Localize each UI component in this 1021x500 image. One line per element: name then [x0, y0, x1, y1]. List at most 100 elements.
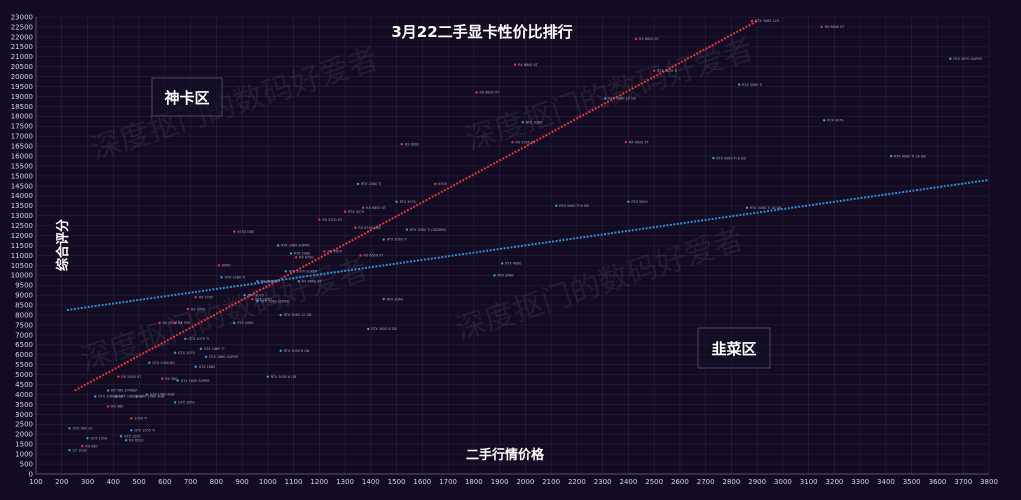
data-point	[475, 91, 478, 94]
x-axis-title: 二手行情价格	[466, 447, 545, 463]
x-tick-label: 3400	[877, 478, 895, 486]
chart-title: 3月22二手显卡性价比排行	[391, 23, 572, 41]
y-tick-label: 23000	[11, 13, 33, 21]
x-tick-label: 3000	[774, 478, 792, 486]
point-label: RTX 3090	[631, 200, 647, 204]
point-label: RTX 3060 12 GB	[284, 313, 312, 317]
x-tick-label: 3100	[800, 478, 818, 486]
data-point	[434, 182, 437, 186]
y-tick-label: 21500	[11, 43, 33, 51]
zone-god: 神卡区	[151, 77, 223, 117]
y-tick-label: 10000	[11, 272, 33, 280]
y-tick-label: 22500	[11, 23, 33, 31]
data-point	[266, 375, 270, 378]
y-tick-label: 19500	[11, 83, 33, 91]
point-label: RX 580	[165, 377, 177, 381]
x-tick-label: 400	[107, 478, 120, 486]
y-tick-label: 11500	[11, 242, 33, 250]
y-tick-label: 11000	[11, 252, 33, 260]
point-label: RX 6600	[405, 142, 419, 146]
x-tick-label: 1700	[439, 478, 457, 486]
data-point	[367, 327, 370, 331]
y-tick-label: 3000	[15, 411, 33, 419]
x-tick-label: 1900	[491, 478, 509, 486]
point-label: RX 6600 XT	[261, 279, 282, 283]
point-label: GTX 1050	[124, 434, 141, 438]
data-point	[220, 276, 223, 279]
data-point	[199, 347, 203, 351]
data-point	[68, 427, 71, 430]
y-tick-label: 3500	[15, 401, 33, 409]
point-label: RX 5700	[191, 307, 205, 311]
point-label: RTX 3060	[387, 297, 403, 301]
data-point	[256, 299, 259, 303]
x-tick-label: 1000	[259, 478, 277, 486]
data-point	[86, 437, 89, 440]
zone-god-label: 神卡区	[164, 89, 209, 107]
watermark: 深度抠门的数码好爱者	[87, 42, 383, 168]
data-point	[217, 264, 221, 267]
data-point	[343, 210, 347, 213]
point-label: GTX 1060 5GB	[119, 395, 144, 399]
y-tick-label: 4000	[15, 391, 33, 399]
data-point	[634, 37, 638, 41]
y-tick-label: 1500	[15, 441, 33, 449]
y-tick-label: 13000	[11, 212, 33, 220]
y-tick-label: 10500	[11, 262, 33, 270]
data-point	[359, 254, 362, 257]
point-label: GTX 1060 6G	[152, 361, 175, 365]
x-tick-label: 3200	[826, 478, 844, 486]
point-label: RX 6800 XT	[825, 25, 846, 29]
point-label: RTX 3050 6 GB	[271, 375, 297, 379]
data-point	[176, 379, 179, 382]
point-label: RX 6600 XT	[629, 140, 650, 144]
axis-ticks: 100 200 300 400 500 600 700 800 900 1000 1100 1200 1…	[11, 13, 998, 486]
x-tick-label: 2000	[516, 478, 534, 486]
y-tick-label: 1000	[15, 451, 33, 459]
data-point	[521, 121, 525, 124]
zone-leek: 韭菜区	[697, 327, 771, 369]
data-point	[737, 83, 741, 86]
trendlines	[66, 20, 990, 392]
point-label: RTX 3060 Ti	[387, 238, 407, 242]
x-tick-label: 2300	[594, 478, 612, 486]
y-tick-label: 12000	[11, 232, 33, 240]
data-point	[323, 250, 326, 253]
y-axis-title: 综合评分	[55, 219, 71, 271]
data-point	[173, 401, 177, 404]
x-tick-label: 2200	[568, 478, 586, 486]
point-label: GTX 1650 SUPER	[181, 379, 211, 383]
data-point	[204, 355, 208, 358]
y-tick-label: 9000	[15, 292, 33, 300]
y-tick-label: 18500	[11, 103, 33, 111]
x-tick-label: 1100	[285, 478, 303, 486]
y-tick-label: 18000	[11, 113, 33, 121]
data-point	[395, 200, 398, 203]
y-tick-label: 7000	[15, 331, 33, 339]
data-point	[194, 365, 197, 368]
point-label: RX 6650 XT	[366, 206, 387, 210]
point-label: RTX 4060	[505, 262, 521, 266]
data-point	[889, 154, 893, 158]
y-tick-label: 5500	[15, 361, 33, 369]
data-point	[148, 361, 151, 364]
x-tick-label: 800	[210, 478, 223, 486]
point-label: GTX 1080 Ti	[224, 275, 245, 279]
y-tick-label: 14500	[11, 182, 33, 190]
data-point	[289, 252, 293, 255]
trendline-blue	[66, 178, 990, 312]
y-tick-label: 6000	[15, 351, 33, 359]
data-point	[106, 389, 110, 392]
data-point	[624, 140, 628, 144]
x-tick-label: 2800	[723, 478, 741, 486]
data-point	[68, 448, 71, 452]
data-point	[130, 417, 133, 420]
x-tick-label: 1200	[310, 478, 328, 486]
y-tick-label: 0	[29, 470, 33, 478]
point-label: RX 480	[111, 405, 123, 409]
data-point	[158, 321, 161, 325]
data-point	[555, 204, 558, 207]
point-label: RX 6800 XT	[479, 91, 500, 95]
point-label: RTX 3080 12G	[755, 19, 780, 23]
x-tick-label: 100	[29, 478, 42, 486]
